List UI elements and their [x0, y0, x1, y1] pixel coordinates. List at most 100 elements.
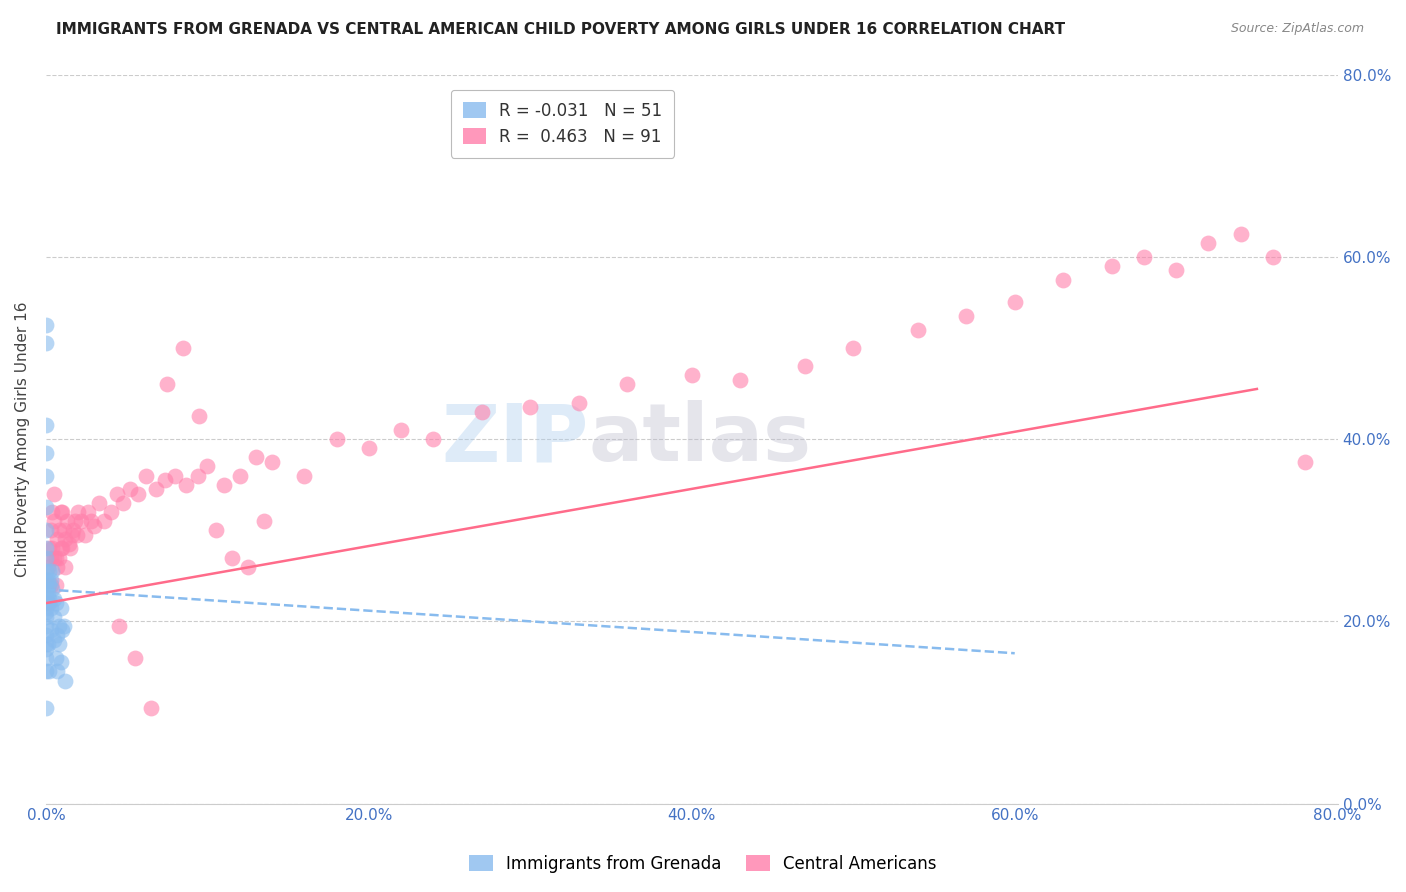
Point — [46, 628, 69, 642]
Point — [48, 619, 70, 633]
Point — [49, 541, 72, 556]
Point — [52, 619, 75, 633]
Point — [35, 574, 58, 588]
Text: Source: ZipAtlas.com: Source: ZipAtlas.com — [1230, 22, 1364, 36]
Legend: Immigrants from Grenada, Central Americans: Immigrants from Grenada, Central America… — [463, 848, 943, 880]
Point — [197, 459, 219, 474]
Point — [105, 487, 128, 501]
Point — [39, 624, 62, 638]
Point — [46, 665, 69, 679]
Point — [42, 550, 65, 565]
Text: ZIP: ZIP — [441, 401, 589, 478]
Point — [35, 468, 58, 483]
Point — [39, 600, 62, 615]
Point — [60, 528, 83, 542]
Text: IMMIGRANTS FROM GRENADA VS CENTRAL AMERICAN CHILD POVERTY AMONG GIRLS UNDER 16 C: IMMIGRANTS FROM GRENADA VS CENTRAL AMERI… — [56, 22, 1066, 37]
Point — [35, 582, 58, 597]
Point — [228, 468, 250, 483]
Point — [145, 482, 167, 496]
Point — [728, 373, 751, 387]
Point — [42, 487, 65, 501]
Point — [35, 418, 58, 433]
Point — [49, 505, 72, 519]
Point — [1261, 250, 1284, 264]
Point — [325, 432, 347, 446]
Point — [35, 650, 58, 665]
Point — [49, 600, 72, 615]
Point — [38, 596, 60, 610]
Point — [127, 487, 149, 501]
Point — [41, 541, 63, 556]
Point — [39, 550, 62, 565]
Point — [35, 605, 58, 619]
Point — [253, 514, 276, 528]
Point — [187, 468, 209, 483]
Point — [1294, 455, 1316, 469]
Point — [37, 578, 59, 592]
Point — [49, 656, 72, 670]
Legend: R = -0.031   N = 51, R =  0.463   N = 91: R = -0.031 N = 51, R = 0.463 N = 91 — [451, 90, 675, 158]
Point — [1133, 250, 1156, 264]
Point — [39, 574, 62, 588]
Point — [39, 523, 62, 537]
Point — [53, 673, 76, 688]
Point — [93, 514, 115, 528]
Point — [245, 450, 267, 465]
Point — [59, 541, 82, 556]
Point — [83, 518, 105, 533]
Point — [292, 468, 315, 483]
Point — [35, 523, 58, 537]
Point — [66, 528, 89, 542]
Point — [1052, 272, 1074, 286]
Point — [172, 341, 194, 355]
Point — [842, 341, 865, 355]
Point — [35, 336, 58, 351]
Point — [89, 496, 111, 510]
Point — [45, 650, 67, 665]
Point — [52, 523, 75, 537]
Point — [45, 550, 67, 565]
Point — [37, 559, 59, 574]
Point — [42, 632, 65, 647]
Point — [35, 587, 58, 601]
Point — [100, 505, 122, 519]
Point — [260, 455, 283, 469]
Point — [35, 446, 58, 460]
Point — [139, 701, 162, 715]
Point — [37, 587, 59, 601]
Point — [45, 596, 67, 610]
Point — [48, 637, 70, 651]
Point — [389, 423, 412, 437]
Point — [681, 368, 703, 383]
Point — [51, 624, 73, 638]
Point — [35, 541, 58, 556]
Point — [67, 505, 90, 519]
Point — [165, 468, 187, 483]
Point — [39, 578, 62, 592]
Y-axis label: Child Poverty Among Girls Under 16: Child Poverty Among Girls Under 16 — [15, 301, 30, 577]
Point — [124, 650, 146, 665]
Point — [38, 665, 60, 679]
Point — [1101, 259, 1123, 273]
Point — [41, 505, 63, 519]
Point — [793, 359, 815, 373]
Point — [51, 541, 73, 556]
Point — [112, 496, 135, 510]
Point — [37, 637, 59, 651]
Point — [35, 564, 58, 578]
Point — [46, 533, 69, 547]
Point — [62, 523, 84, 537]
Point — [37, 574, 59, 588]
Point — [46, 559, 69, 574]
Point — [135, 468, 157, 483]
Point — [1229, 227, 1251, 241]
Point — [41, 564, 63, 578]
Point — [35, 609, 58, 624]
Point — [35, 600, 58, 615]
Point — [616, 377, 638, 392]
Point — [42, 591, 65, 606]
Point — [1166, 263, 1188, 277]
Text: atlas: atlas — [589, 401, 811, 478]
Point — [188, 409, 211, 424]
Point — [58, 537, 80, 551]
